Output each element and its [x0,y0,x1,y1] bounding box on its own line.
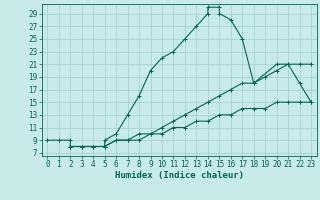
X-axis label: Humidex (Indice chaleur): Humidex (Indice chaleur) [115,171,244,180]
